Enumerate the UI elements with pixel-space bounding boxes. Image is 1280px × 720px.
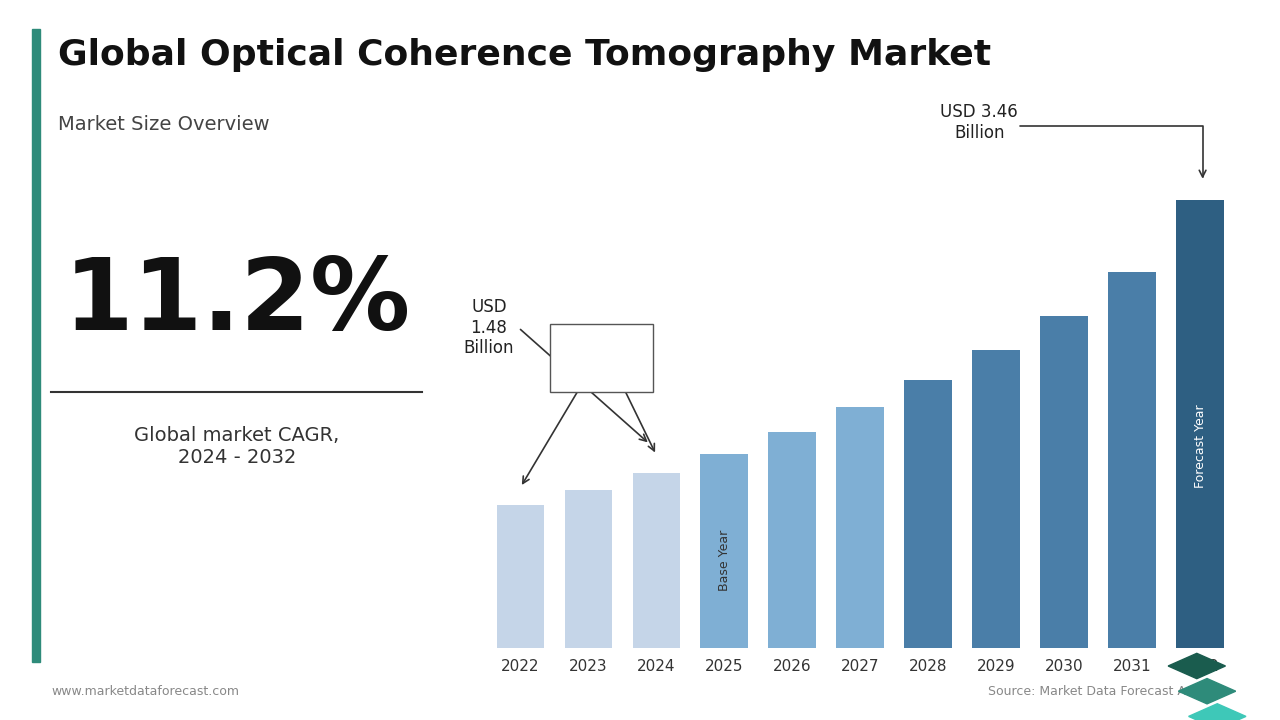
Bar <box>836 407 884 648</box>
Text: Base Year: Base Year <box>718 530 731 591</box>
Bar <box>973 350 1020 648</box>
Bar <box>1108 272 1156 648</box>
Bar <box>564 490 612 648</box>
Text: USD
1.48
Billion: USD 1.48 Billion <box>463 298 515 357</box>
Bar <box>905 379 952 648</box>
Text: Forecast Year: Forecast Year <box>1193 405 1207 488</box>
Bar <box>1176 199 1224 648</box>
Bar <box>768 431 817 648</box>
Text: Market Size Overview: Market Size Overview <box>58 115 269 134</box>
Text: www.marketdataforecast.com: www.marketdataforecast.com <box>51 685 239 698</box>
Bar <box>632 473 680 648</box>
Text: Historical
Data: Historical Data <box>572 344 631 372</box>
Bar <box>1041 316 1088 648</box>
Text: USD 3.46
Billion: USD 3.46 Billion <box>941 103 1018 142</box>
Text: Source: Market Data Forecast Analysis: Source: Market Data Forecast Analysis <box>988 685 1229 698</box>
Text: Global market CAGR,
2024 - 2032: Global market CAGR, 2024 - 2032 <box>134 426 339 467</box>
Text: Global Optical Coherence Tomography Market: Global Optical Coherence Tomography Mark… <box>58 38 991 72</box>
Bar <box>700 454 748 648</box>
Text: 11.2%: 11.2% <box>64 254 411 351</box>
Bar <box>497 505 544 648</box>
